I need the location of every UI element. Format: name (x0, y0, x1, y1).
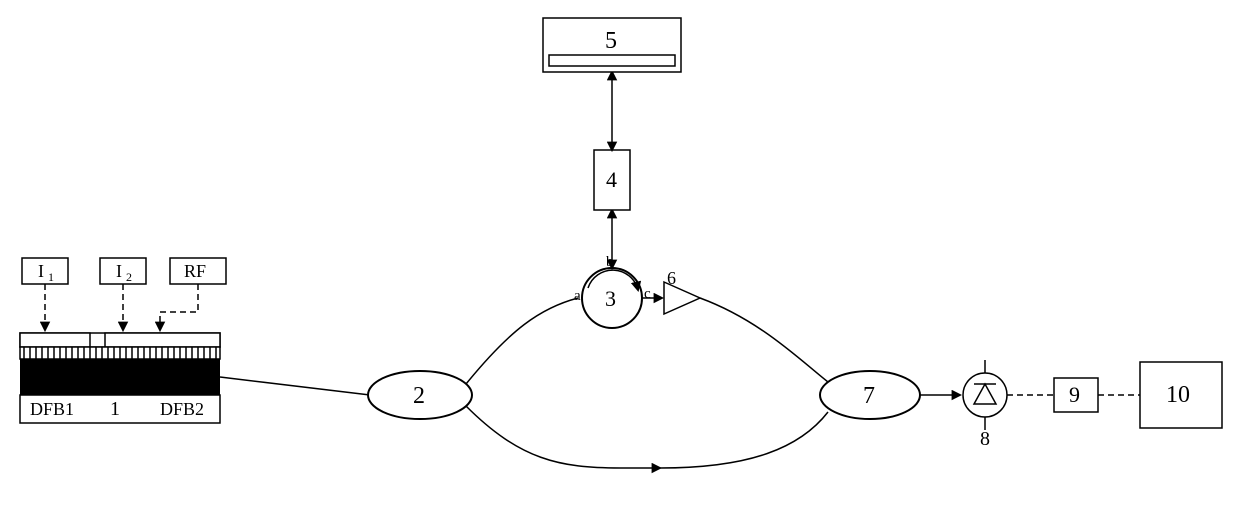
label-5: 5 (605, 28, 617, 54)
i2-label: I (116, 261, 122, 281)
i1-sub: 1 (48, 270, 54, 284)
node-coupler-2: 2 (368, 371, 472, 419)
laser-dfb2: DFB2 (160, 399, 204, 419)
label-4: 4 (606, 167, 617, 192)
node-amp-6: 6 (642, 268, 700, 314)
input-i1: I 1 (22, 258, 68, 330)
laser-block: DFB1 1 DFB2 (20, 333, 220, 423)
port-c: c (644, 286, 651, 302)
label-7: 7 (863, 383, 875, 409)
input-rf: RF (160, 258, 226, 330)
node-4: 4 (594, 150, 630, 210)
rf-label: RF (184, 261, 206, 281)
label-2: 2 (413, 383, 425, 409)
edge-6-to-7 (700, 298, 828, 382)
laser-center: 1 (110, 398, 120, 420)
edge-2-lower-left (466, 406, 620, 468)
input-i2: I 2 (100, 258, 146, 330)
i1-label: I (38, 261, 44, 281)
label-10: 10 (1166, 382, 1190, 408)
edge-2-to-3a (466, 298, 578, 384)
i2-sub: 2 (126, 270, 132, 284)
node-photodiode-8: 8 (963, 360, 1007, 450)
laser-dfb1: DFB1 (30, 399, 74, 419)
diagram-canvas: I 1 I 2 RF (0, 0, 1240, 515)
port-a: a (574, 288, 581, 304)
node-9: 9 (1054, 378, 1098, 412)
label-3: 3 (605, 286, 616, 311)
edge-lower-to-7 (660, 412, 828, 468)
edge-laser-to-2 (220, 377, 370, 395)
node-10: 10 (1140, 362, 1222, 428)
label-8: 8 (980, 428, 990, 450)
node-coupler-7: 7 (820, 371, 920, 419)
node-5: 5 (543, 18, 681, 72)
label-9: 9 (1069, 382, 1080, 407)
label-6: 6 (667, 268, 676, 288)
